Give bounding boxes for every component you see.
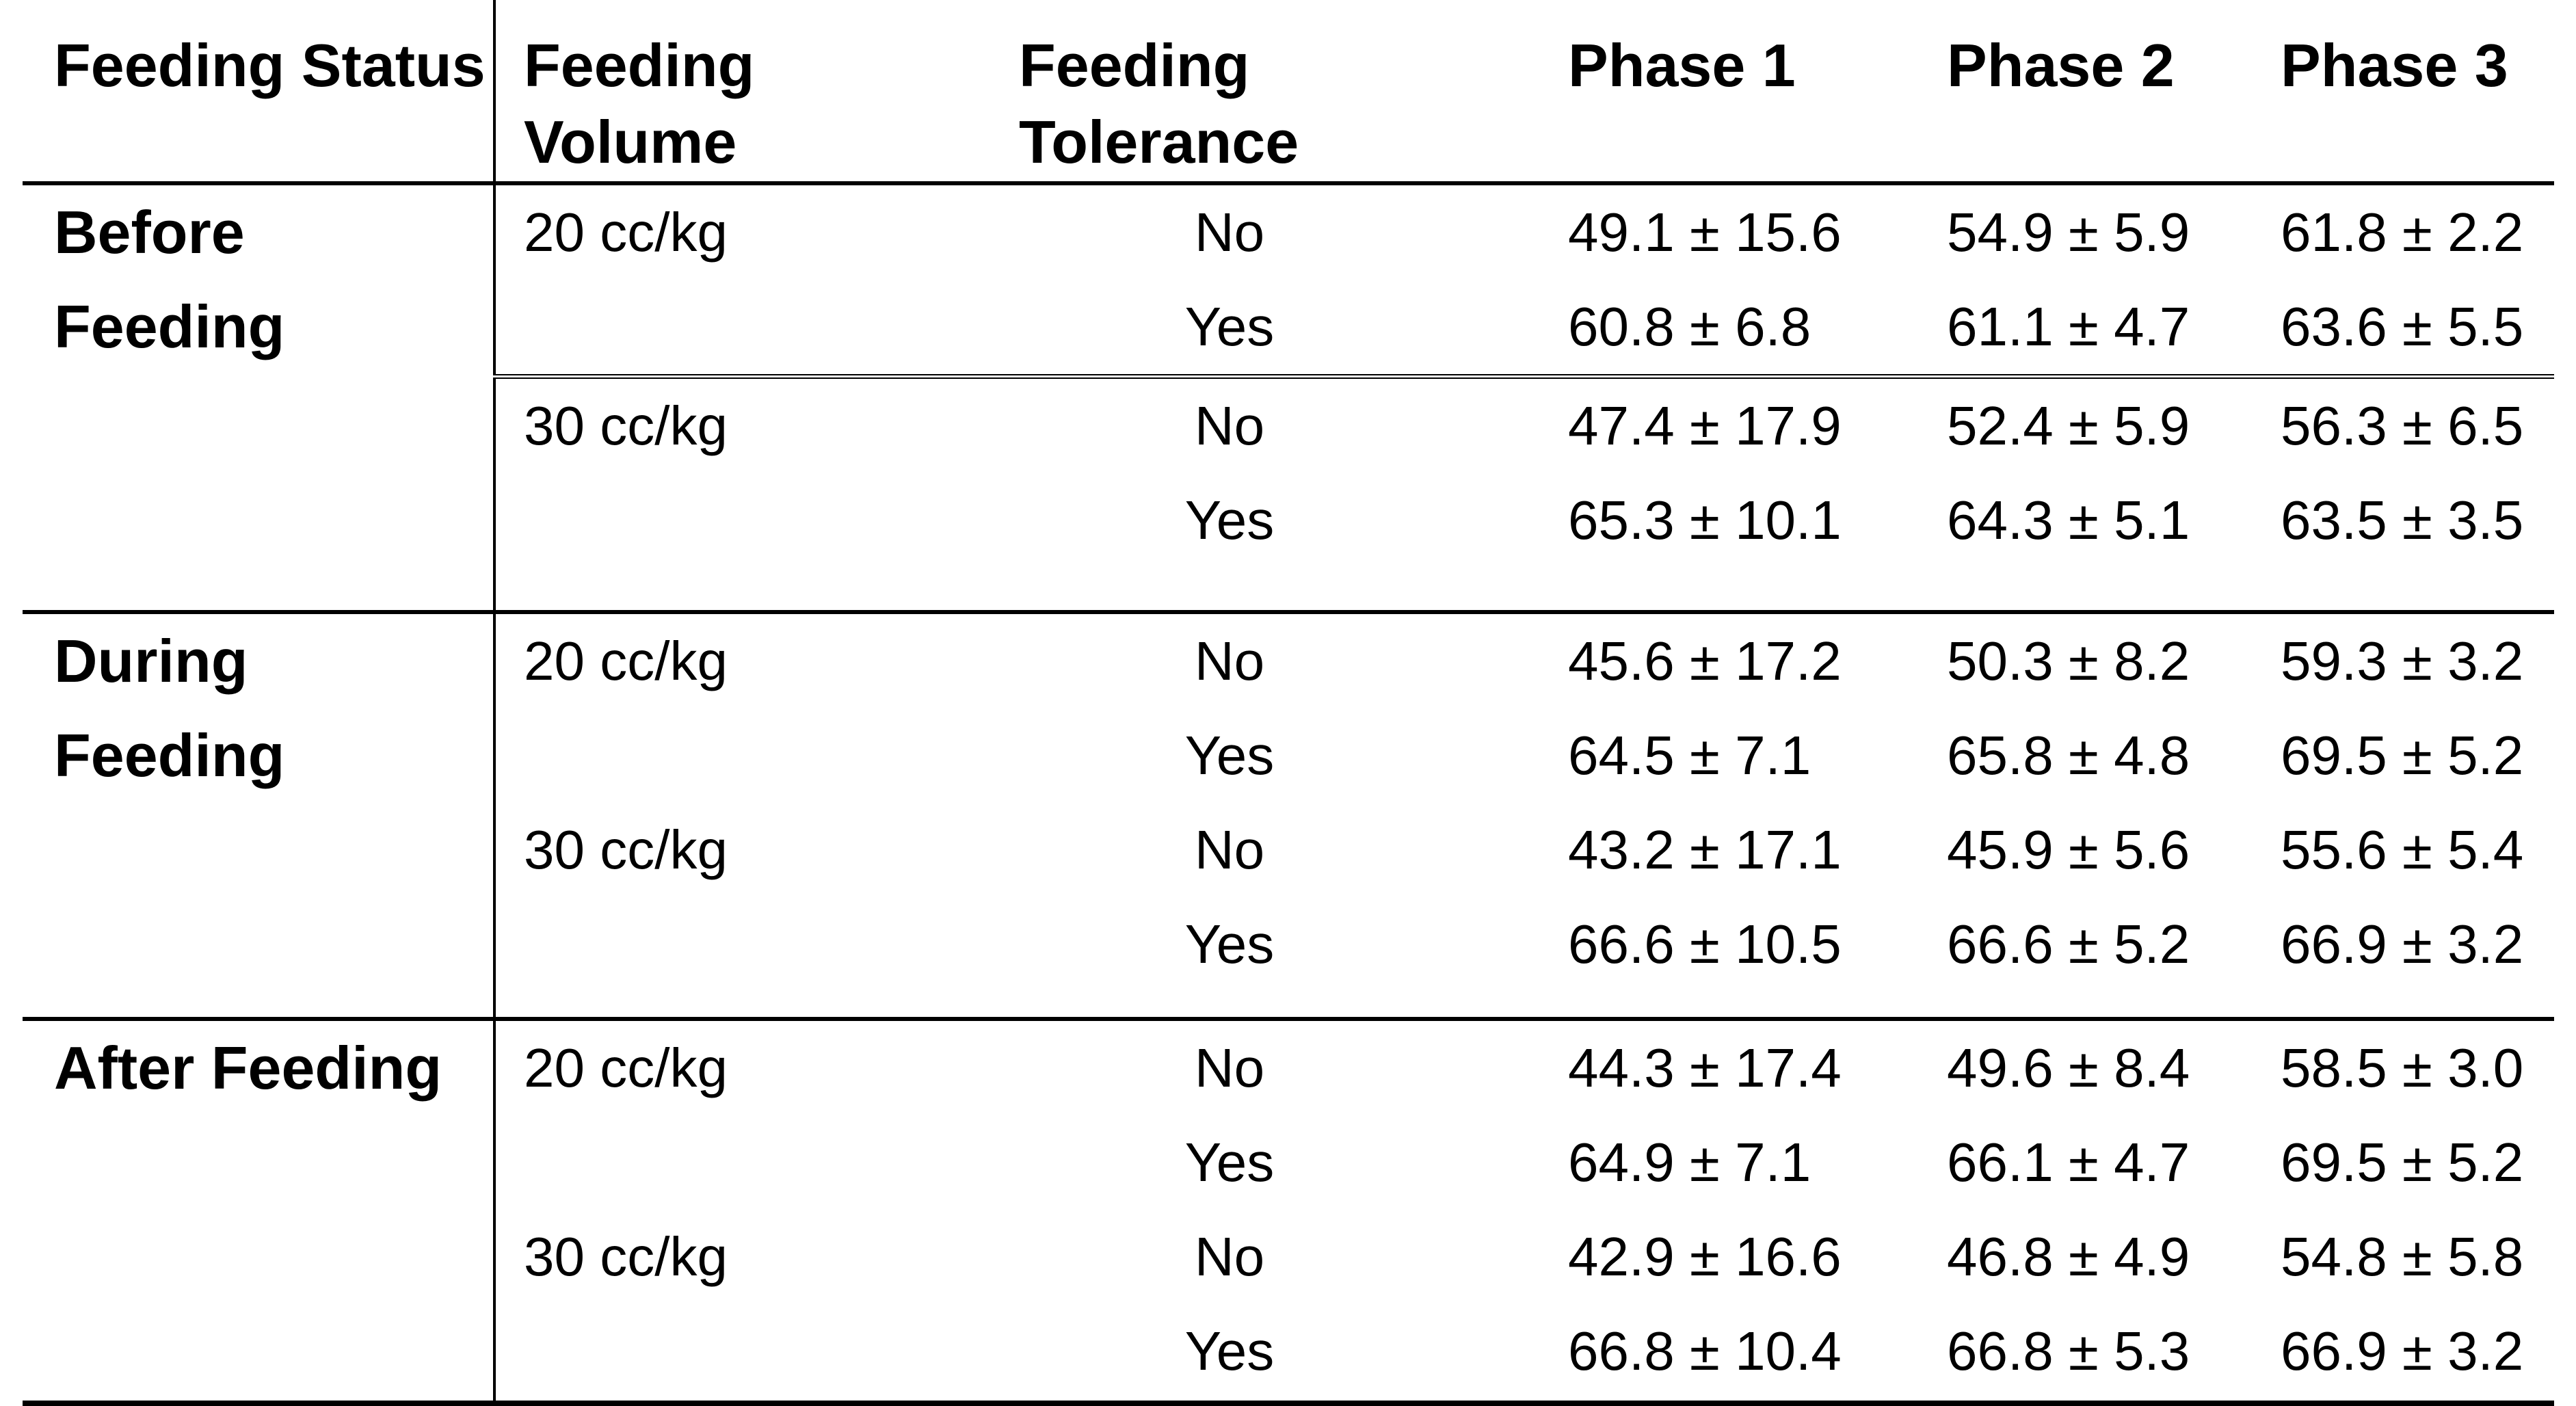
table-row: Yes 64.9 ± 7.1 66.1 ± 4.7 69.5 ± 5.2 bbox=[23, 1115, 2554, 1210]
column-header-phase-2: Phase 2 bbox=[1924, 0, 2259, 185]
phase2-cell: 45.9 ± 5.6 bbox=[1947, 819, 2190, 880]
tolerance-cell: No bbox=[1194, 1226, 1265, 1287]
phase3-cell: 61.8 ± 2.2 bbox=[2281, 202, 2524, 263]
phase2-cell: 66.1 ± 4.7 bbox=[1947, 1132, 2190, 1193]
phase3-cell: 66.9 ± 3.2 bbox=[2259, 897, 2554, 1021]
tolerance-cell: Yes bbox=[905, 1304, 1554, 1406]
volume-cell: 30 cc/kg bbox=[493, 1210, 905, 1406]
volume-cell: 20 cc/kg bbox=[493, 1019, 905, 1210]
phase1-cell: 66.6 ± 10.5 bbox=[1554, 897, 1924, 1021]
tolerance-cell: No bbox=[1194, 395, 1265, 456]
table-row: Before Feeding 20 cc/kg No 49.1 ± 15.6 5… bbox=[23, 183, 2554, 614]
tolerance-cell: Yes bbox=[1184, 1132, 1275, 1193]
phase1-cell: 64.5 ± 7.1 bbox=[1568, 725, 1811, 786]
table-row: 30 cc/kg No 43.2 ± 17.1 45.9 ± 5.6 55.6 … bbox=[23, 803, 2554, 1021]
phase2-cell: 52.4 ± 5.9 bbox=[1947, 395, 2190, 456]
phase3-cell: 58.5 ± 3.0 bbox=[2281, 1037, 2524, 1098]
table-row: 30 cc/kg No 47.4 ± 17.9 52.4 ± 5.9 56.3 … bbox=[23, 376, 2554, 614]
phase2-cell: 66.6 ± 5.2 bbox=[1924, 897, 2259, 1021]
volume-cell: 20 cc/kg bbox=[493, 183, 905, 379]
phase1-cell: 49.1 ± 15.6 bbox=[1568, 202, 1842, 263]
phase2-cell: 64.3 ± 5.1 bbox=[1924, 473, 2259, 614]
tolerance-cell: Yes bbox=[1184, 725, 1275, 786]
volume-cell: 30 cc/kg bbox=[493, 376, 905, 614]
tolerance-cell: No bbox=[1194, 631, 1265, 691]
phase2-cell: 66.8 ± 5.3 bbox=[1924, 1304, 2259, 1406]
phase2-cell: 54.9 ± 5.9 bbox=[1947, 202, 2190, 263]
phase1-cell: 44.3 ± 17.4 bbox=[1568, 1037, 1842, 1098]
phase3-cell: 54.8 ± 5.8 bbox=[2281, 1226, 2524, 1287]
phase3-cell: 56.3 ± 6.5 bbox=[2281, 395, 2524, 456]
phase1-cell: 47.4 ± 17.9 bbox=[1568, 395, 1842, 456]
phase2-cell: 61.1 ± 4.7 bbox=[1924, 280, 2259, 379]
tolerance-cell: No bbox=[1194, 202, 1265, 263]
phase1-cell: 45.6 ± 17.2 bbox=[1568, 631, 1842, 691]
tolerance-cell: Yes bbox=[905, 897, 1554, 1021]
column-header-feeding-tolerance: Feeding Tolerance bbox=[905, 0, 1554, 185]
phase1-cell: 66.8 ± 10.4 bbox=[1554, 1304, 1924, 1406]
phase3-cell: 63.6 ± 5.5 bbox=[2259, 280, 2554, 379]
column-header-feeding-status: Feeding Status bbox=[23, 0, 494, 185]
tolerance-cell: No bbox=[1194, 819, 1265, 880]
table-row: Yes 64.5 ± 7.1 65.8 ± 4.8 69.5 ± 5.2 bbox=[23, 708, 2554, 803]
table-row: After Feeding 20 cc/kg No 44.3 ± 17.4 49… bbox=[23, 1019, 2554, 1406]
phase1-cell: 60.8 ± 6.8 bbox=[1554, 280, 1924, 379]
column-header-phase-1: Phase 1 bbox=[1554, 0, 1924, 185]
table-row: Yes 66.6 ± 10.5 66.6 ± 5.2 66.9 ± 3.2 bbox=[23, 897, 2554, 1021]
tolerance-cell: Yes bbox=[905, 473, 1554, 614]
table-row: Yes 65.3 ± 10.1 64.3 ± 5.1 63.5 ± 3.5 bbox=[23, 473, 2554, 614]
phase3-cell: 55.6 ± 5.4 bbox=[2281, 819, 2524, 880]
phase3-cell: 66.9 ± 3.2 bbox=[2259, 1304, 2554, 1406]
feeding-status-table: Feeding Status Feeding Volume Feeding To… bbox=[23, 0, 2554, 1406]
tolerance-cell: No bbox=[1194, 1037, 1265, 1098]
phase2-cell: 65.8 ± 4.8 bbox=[1947, 725, 2190, 786]
column-header-feeding-volume: Feeding Volume bbox=[493, 0, 905, 185]
status-label-before-feeding: Before Feeding bbox=[23, 183, 494, 614]
volume-cell: 20 cc/kg bbox=[493, 612, 905, 803]
phase1-cell: 65.3 ± 10.1 bbox=[1554, 473, 1924, 614]
table-row: Yes 66.8 ± 10.4 66.8 ± 5.3 66.9 ± 3.2 bbox=[23, 1304, 2554, 1406]
phase2-cell: 46.8 ± 4.9 bbox=[1947, 1226, 2190, 1287]
phase1-cell: 43.2 ± 17.1 bbox=[1568, 819, 1842, 880]
status-label-during-feeding: During Feeding bbox=[23, 612, 494, 1021]
phase3-cell: 69.5 ± 5.2 bbox=[2281, 725, 2524, 786]
tolerance-cell: Yes bbox=[905, 280, 1554, 379]
table-row: 30 cc/kg No 42.9 ± 16.6 46.8 ± 4.9 54.8 … bbox=[23, 1210, 2554, 1406]
table-row: During Feeding 20 cc/kg No 45.6 ± 17.2 5… bbox=[23, 612, 2554, 1021]
header-row: Feeding Status Feeding Volume Feeding To… bbox=[23, 0, 2554, 185]
table-row: Yes 60.8 ± 6.8 61.1 ± 4.7 63.6 ± 5.5 bbox=[23, 280, 2554, 379]
status-label-after-feeding: After Feeding bbox=[23, 1019, 494, 1406]
phase1-cell: 42.9 ± 16.6 bbox=[1568, 1226, 1842, 1287]
phase2-cell: 49.6 ± 8.4 bbox=[1947, 1037, 2190, 1098]
phase3-cell: 59.3 ± 3.2 bbox=[2281, 631, 2524, 691]
phase1-cell: 64.9 ± 7.1 bbox=[1568, 1132, 1811, 1193]
phase2-cell: 50.3 ± 8.2 bbox=[1947, 631, 2190, 691]
phase3-cell: 63.5 ± 3.5 bbox=[2259, 473, 2554, 614]
column-header-phase-3: Phase 3 bbox=[2259, 0, 2554, 185]
phase3-cell: 69.5 ± 5.2 bbox=[2281, 1132, 2524, 1193]
volume-cell: 30 cc/kg bbox=[493, 803, 905, 1021]
